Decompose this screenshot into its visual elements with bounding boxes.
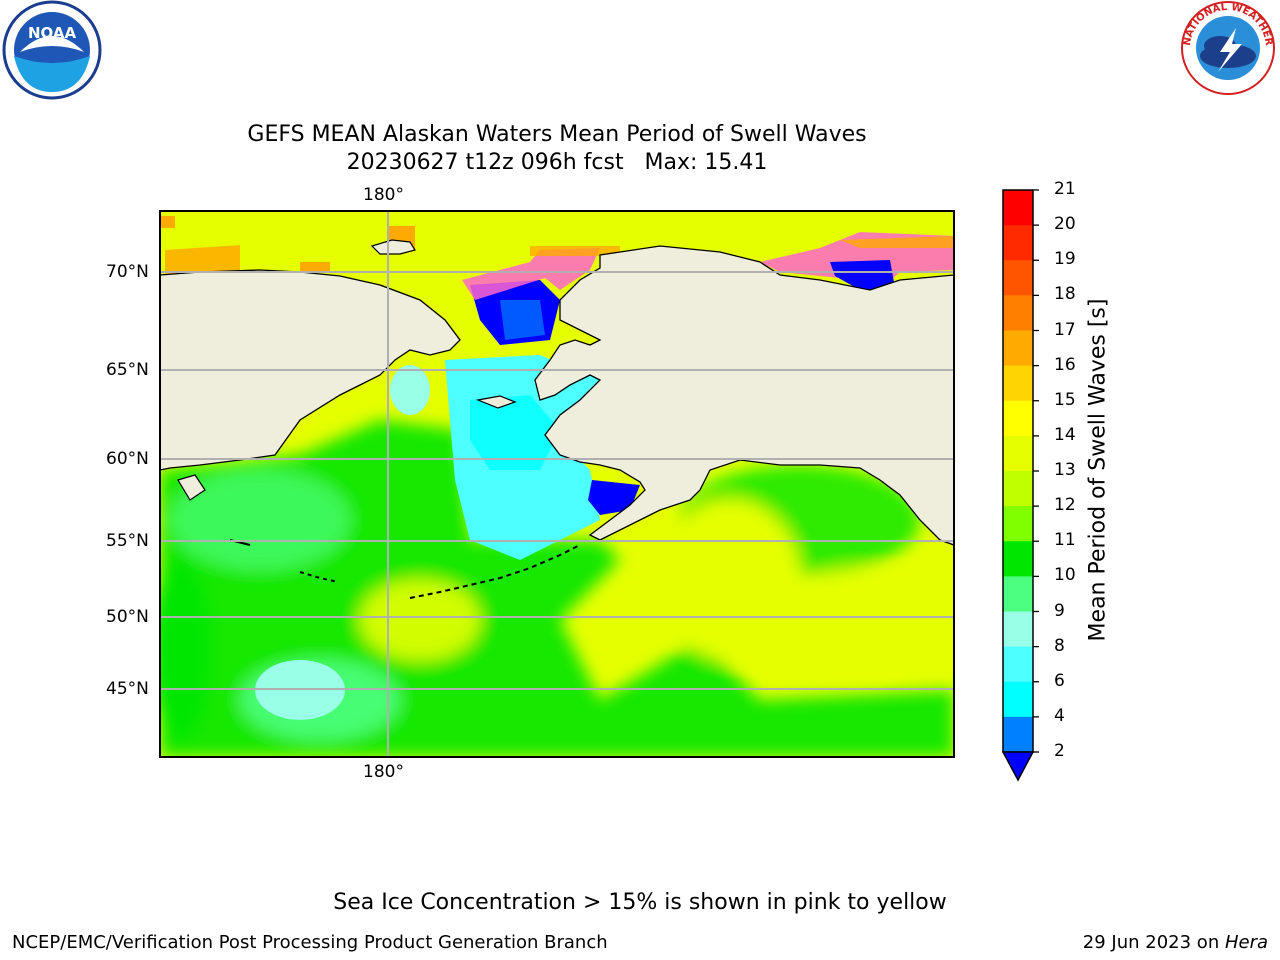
credit-text: NCEP/EMC/Verification Post Processing Pr…	[12, 932, 608, 953]
colorbar-tick-label: 16	[1054, 354, 1076, 375]
run-date: 29 Jun 2023 on Hera	[1083, 932, 1268, 953]
graticule	[160, 211, 954, 757]
lat-label-55: 55°N	[106, 531, 149, 551]
colorbar-tick-label: 12	[1054, 495, 1076, 516]
noaa-logo: NOAA	[2, 0, 102, 100]
colorbar-segment	[1003, 681, 1033, 718]
colorbar-segment	[1003, 541, 1033, 577]
colorbar-tick-label: 8	[1054, 635, 1065, 656]
colorbar-tick-label: 10	[1054, 565, 1076, 586]
sea-ice-note: Sea Ice Concentration > 15% is shown in …	[333, 890, 947, 915]
map-area	[160, 211, 954, 757]
colorbar-tick-label: 21	[1054, 179, 1076, 199]
lat-label-45: 45°N	[106, 679, 149, 699]
colorbar-segment	[1003, 295, 1033, 331]
run-date-text: 29 Jun 2023 on	[1082, 932, 1225, 953]
lat-label-70: 70°N	[106, 262, 149, 282]
colorbar-segment	[1003, 716, 1033, 753]
colorbar-segment	[1003, 260, 1033, 296]
colorbar-segment	[1003, 400, 1033, 437]
colorbar-segment	[1003, 190, 1033, 226]
nws-logo: NATIONAL WEATHER SERVICE	[1176, 0, 1275, 95]
lon-label-bottom: 180°	[363, 762, 404, 782]
colorbar-tick-label: 18	[1054, 284, 1076, 305]
colorbar-tick-label: 4	[1054, 705, 1065, 726]
colorbar-tick-label: 9	[1054, 600, 1065, 621]
colorbar-tick-label: 17	[1054, 319, 1076, 340]
colorbar-tick-label: 20	[1054, 214, 1076, 235]
chart-subtitle: 20230627 t12z 096h fcst Max: 15.41	[346, 150, 768, 175]
map-frame	[159, 210, 955, 758]
lon-label-top: 180°	[363, 185, 404, 205]
colorbar-segment	[1003, 646, 1033, 683]
colorbar-segment	[1003, 330, 1033, 367]
lat-label-50: 50°N	[106, 607, 149, 627]
colorbar-segment	[1003, 225, 1033, 261]
colorbar-segment	[1003, 365, 1033, 402]
colorbar-tick-label: 11	[1054, 530, 1076, 551]
lat-label-65: 65°N	[106, 360, 149, 380]
colorbar-label: Mean Period of Swell Waves [s]	[1085, 298, 1111, 642]
noaa-logo-text: NOAA	[28, 24, 77, 42]
colorbar	[1002, 189, 1039, 753]
chart-title: GEFS MEAN Alaskan Waters Mean Period of …	[247, 122, 867, 147]
colorbar-segment	[1003, 506, 1033, 542]
colorbar-segment	[1003, 611, 1033, 648]
colorbar-segment	[1003, 576, 1033, 612]
colorbar-tick-label: 14	[1054, 424, 1076, 445]
colorbar-extend-arrow	[1001, 751, 1035, 782]
colorbar-tick-label: 2	[1054, 741, 1065, 761]
colorbar-tick-label: 19	[1054, 249, 1076, 270]
lat-label-60: 60°N	[106, 449, 149, 469]
colorbar-segment	[1003, 471, 1033, 507]
colorbar-tick-label: 6	[1054, 670, 1065, 691]
colorbar-tick-label: 15	[1054, 389, 1076, 410]
colorbar-segment	[1003, 435, 1033, 472]
colorbar-tick-label: 13	[1054, 460, 1076, 480]
machine-name: Hera	[1224, 932, 1268, 953]
